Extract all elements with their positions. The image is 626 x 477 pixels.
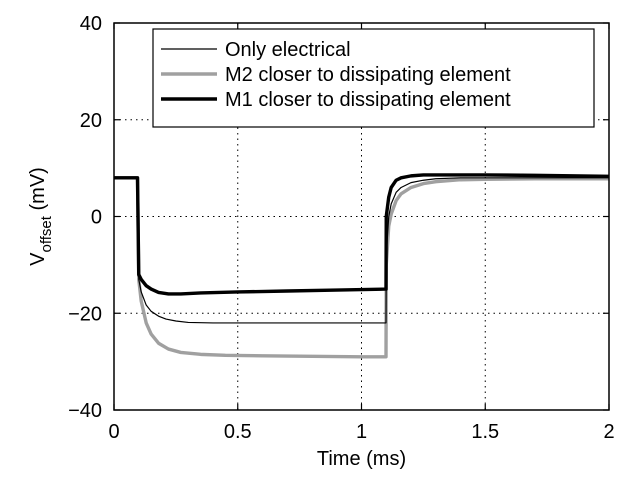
series-lines	[114, 173, 610, 359]
legend-label-1: M2 closer to dissipating element	[225, 64, 511, 86]
x-tick-label: 2	[603, 421, 614, 443]
y-axis-label-sub: offset	[38, 215, 55, 252]
x-tick-label: 0	[108, 421, 119, 443]
x-axis-label: Time (ms)	[317, 448, 406, 470]
legend-label-0: Only electrical	[225, 39, 351, 61]
legend-box	[152, 28, 595, 128]
y-axis-label-unit: (mV)	[27, 167, 49, 216]
legend: Only electrical M2 closer to dissipating …	[152, 28, 595, 128]
x-tick-label: 0.5	[224, 421, 252, 443]
y-axis-label-main: V	[27, 252, 49, 266]
y-tick-label: 40	[80, 13, 102, 35]
y-axis-label: Voffset (mV)	[27, 167, 55, 266]
legend-label-2: M1 closer to dissipating element	[225, 89, 511, 111]
series-line-0	[114, 177, 609, 324]
series-line-2	[114, 173, 610, 296]
x-tick-label: 1	[356, 421, 367, 443]
series-line-1	[114, 176, 609, 359]
y-tick-label: 0	[91, 207, 102, 229]
y-tick-label: −20	[68, 303, 102, 325]
y-tick-label: −40	[68, 400, 102, 422]
x-tick-label: 1.5	[471, 421, 499, 443]
axis-ticks: 0 0.5 1 1.5 2 −40 −20 0 20 40	[68, 13, 615, 443]
y-tick-label: 20	[80, 110, 102, 132]
